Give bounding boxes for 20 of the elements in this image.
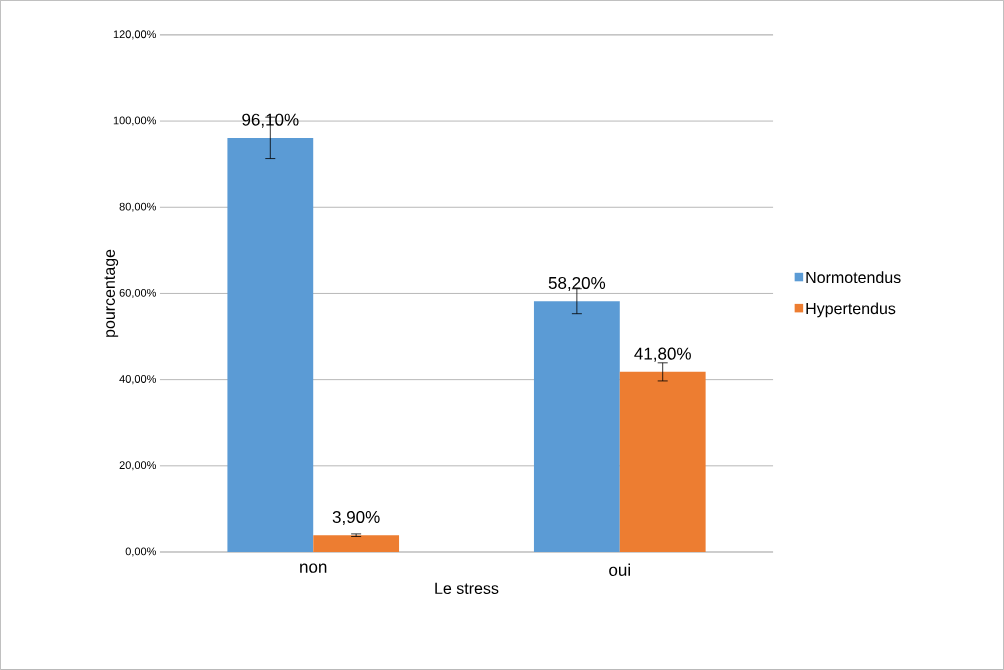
legend-label: Normotendus [806,271,901,284]
legend-label: Hypertendus [806,302,896,318]
y-tick-label: 120,00% [113,30,157,40]
y-tick-label: 0,00% [125,547,157,557]
data-label: 58,20% [548,276,606,292]
data-label: 41,80% [634,347,691,362]
y-tick-label: 60,00% [119,288,157,299]
bar [227,137,314,553]
x-tick-label: non [300,563,327,573]
data-label: 3,90% [332,510,380,526]
bar [619,371,706,553]
x-axis-title: Le stress [435,582,499,595]
y-tick-label: 40,00% [119,375,157,385]
y-axis-title: pourcentage [104,249,119,337]
y-tick-label: 80,00% [119,202,157,212]
bar [313,535,400,553]
bar [533,301,620,553]
x-tick-label: oui [609,563,630,577]
y-tick-label: 20,00% [119,461,157,471]
y-tick-label: 100,00% [113,116,157,126]
